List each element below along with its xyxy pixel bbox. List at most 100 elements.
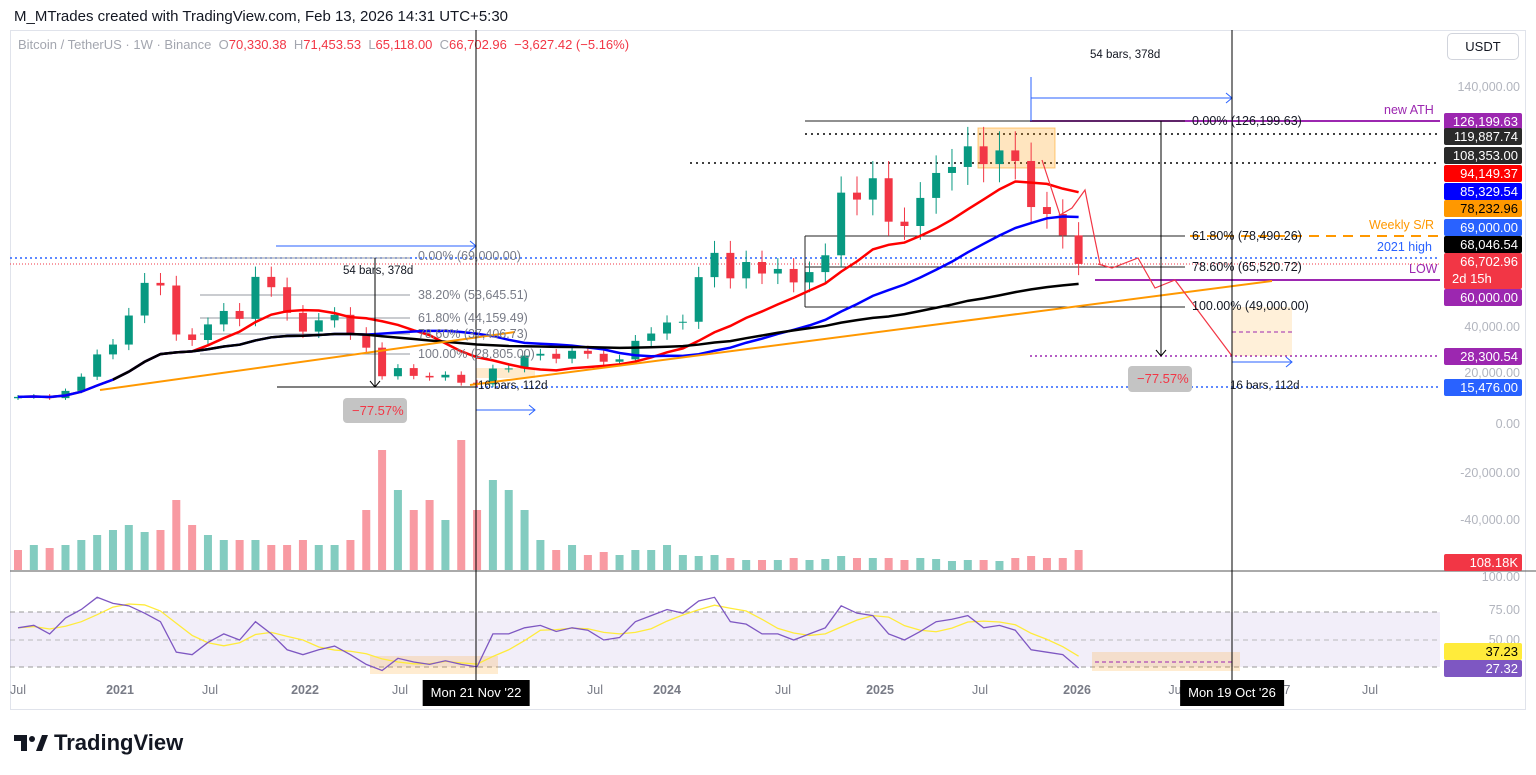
price-tag: 126,199.63 xyxy=(1444,113,1522,130)
price-tag: 85,329.54 xyxy=(1444,183,1522,200)
volume-bar xyxy=(647,550,656,570)
price-tag: 15,476.00 xyxy=(1444,379,1522,396)
top-range-box[interactable] xyxy=(977,127,1056,169)
chart-frame[interactable] xyxy=(10,30,1526,710)
weekly-sr-label: Weekly S/R xyxy=(1369,218,1435,232)
volume-bar xyxy=(789,558,798,570)
currency-button[interactable]: USDT xyxy=(1447,33,1519,60)
left-range-box[interactable] xyxy=(476,368,535,378)
volume-bar xyxy=(425,500,434,570)
credit-text: M_MTrades created with TradingView.com, … xyxy=(14,8,509,25)
time-label: 2024 xyxy=(653,683,681,697)
left-range2-label: 16 bars, 112d xyxy=(478,380,548,392)
volume-bar xyxy=(678,555,687,570)
price-tag: 78,232.96 xyxy=(1444,200,1522,217)
volume-bar xyxy=(932,559,941,570)
volume-bar xyxy=(172,500,181,570)
volume-bar xyxy=(1027,556,1036,570)
candle xyxy=(1011,150,1020,161)
candle xyxy=(631,340,640,360)
axis-label: 40,000.00 xyxy=(1464,320,1520,334)
low-label: LOW xyxy=(1409,262,1438,276)
candle xyxy=(900,221,909,226)
volume-bars xyxy=(14,440,1083,570)
volume-bar xyxy=(441,520,450,570)
axis-label: 20,000.00 xyxy=(1464,366,1520,380)
volume-bar xyxy=(1074,550,1083,570)
volume-bar xyxy=(995,561,1004,570)
time-label: 2025 xyxy=(866,683,894,697)
candle xyxy=(235,310,244,319)
time-label: 7 xyxy=(1283,683,1291,697)
candle xyxy=(805,272,814,283)
candle xyxy=(615,359,624,362)
candle xyxy=(694,277,703,322)
volume-bar xyxy=(409,510,418,570)
rsi-line xyxy=(17,596,1080,672)
candle xyxy=(647,333,656,341)
candle xyxy=(520,355,529,369)
ma-200-line[interactable] xyxy=(112,282,1079,381)
symbol-name[interactable]: Bitcoin / TetherUS · 1W · Binance xyxy=(18,37,212,52)
price-tag: 68,046.54 xyxy=(1444,236,1522,253)
candle xyxy=(852,192,861,200)
recent-path[interactable] xyxy=(1041,159,1101,265)
volume-bar xyxy=(694,556,703,570)
price-tag: 37.23 xyxy=(1444,643,1522,660)
left-fib-0: 0.00% (69,000.00) xyxy=(418,249,521,263)
volume-bar xyxy=(346,540,355,570)
volume-bar xyxy=(805,560,814,570)
rsi-ma-line xyxy=(17,603,1079,665)
time-label: 2022 xyxy=(291,683,319,697)
candle xyxy=(932,172,941,198)
high-label: H xyxy=(293,37,304,52)
right-fib-lines[interactable] xyxy=(805,120,1185,308)
candle xyxy=(884,178,893,222)
candle xyxy=(1058,214,1067,236)
volume-bar xyxy=(615,555,624,570)
volume-bar xyxy=(742,560,751,570)
projection-path[interactable] xyxy=(1097,257,1233,357)
trendline-lower[interactable] xyxy=(469,280,1273,386)
candles xyxy=(14,126,1083,401)
candle xyxy=(726,252,735,279)
left-range-label: 54 bars, 378d xyxy=(343,265,414,277)
price-tag: 28,300.54 xyxy=(1444,348,1522,365)
right-drop-label: −77.57% xyxy=(1137,371,1189,386)
candle xyxy=(821,255,830,273)
crosshair-date-right: Mon 19 Oct '26 xyxy=(1180,680,1284,706)
arrow-right-icon xyxy=(528,404,536,416)
right-measure-arrowhead-icon xyxy=(1155,349,1167,357)
tradingview-logo[interactable]: TradingView xyxy=(14,730,183,756)
volume-bar xyxy=(536,540,545,570)
axis-label: 140,000.00 xyxy=(1457,80,1520,94)
volume-bar xyxy=(599,552,608,570)
candle xyxy=(346,314,355,334)
volume-bar xyxy=(947,561,956,570)
candle xyxy=(378,347,387,377)
candle xyxy=(124,315,133,345)
bar-countdown: 2d 15h xyxy=(1452,271,1492,286)
axis-label: -20,000.00 xyxy=(1460,466,1520,480)
low-value: 65,118.00 xyxy=(375,37,433,52)
candle xyxy=(773,268,782,274)
candle xyxy=(14,396,22,399)
volume-bar xyxy=(631,550,640,570)
candle xyxy=(1042,207,1051,214)
volume-bar xyxy=(330,545,339,570)
volume-bar xyxy=(156,530,165,570)
volume-bar xyxy=(726,558,735,570)
candle xyxy=(1027,160,1036,208)
right-fib-786: 78.60% (65,520.72) xyxy=(1192,260,1302,274)
logo-text: TradingView xyxy=(54,730,184,755)
price-tag: 66,702.96 2d 15h xyxy=(1444,253,1522,289)
candle xyxy=(409,368,418,376)
time-label: 2021 xyxy=(106,683,134,697)
volume-bar xyxy=(77,540,86,570)
price-tag: 108.18K xyxy=(1444,554,1522,571)
close-value: 66,702.96 xyxy=(449,37,507,52)
right-fib-0: 0.00% (126,199.63) xyxy=(1192,114,1302,128)
trendline-upper[interactable] xyxy=(99,331,516,391)
high-value: 71,453.53 xyxy=(303,37,362,52)
